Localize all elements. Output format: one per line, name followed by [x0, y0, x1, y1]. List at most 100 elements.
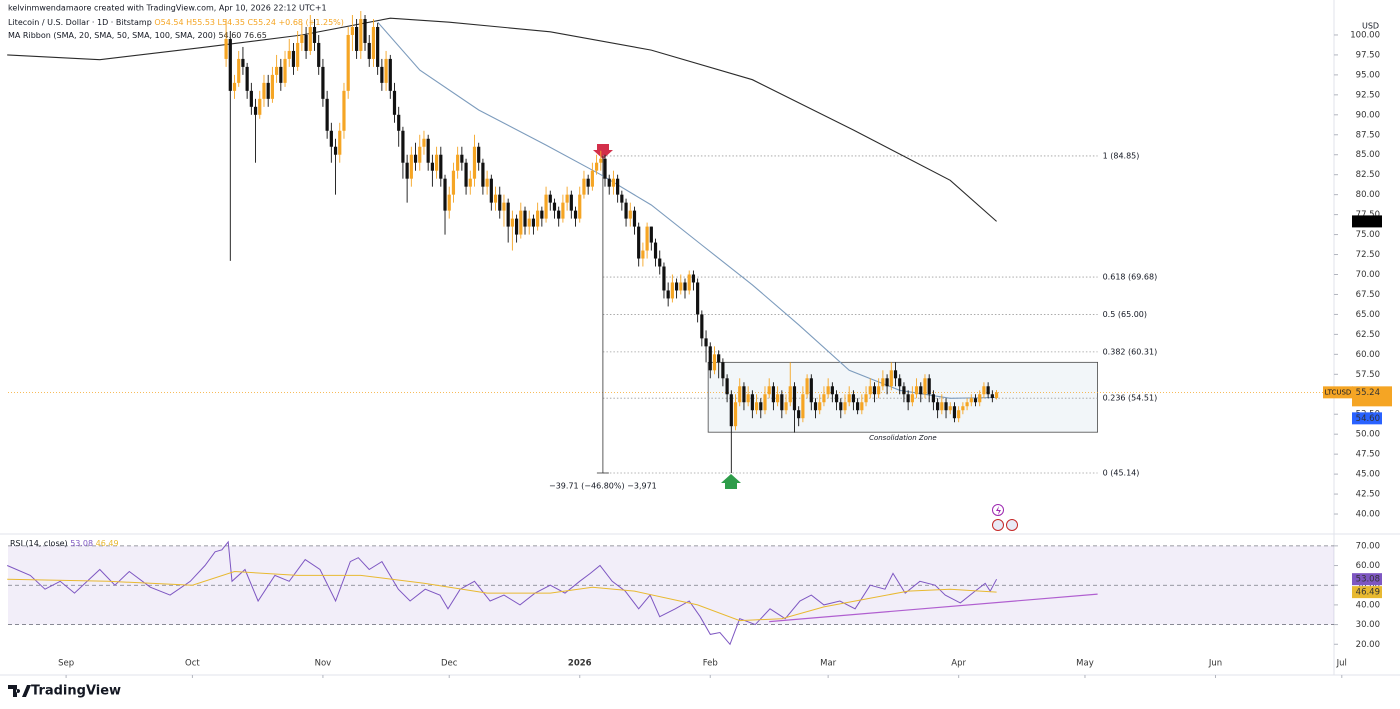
candle-body	[805, 378, 809, 395]
candle-body	[371, 26, 376, 59]
candle-body	[952, 406, 957, 419]
x-tick-label: Feb	[703, 659, 718, 669]
candle-body	[388, 58, 392, 91]
candle-body	[413, 154, 418, 163]
candle-body	[948, 406, 952, 411]
candle-body	[270, 74, 274, 99]
candle-body	[834, 394, 839, 403]
x-tick-label: Jun	[1208, 659, 1222, 669]
candle-body	[914, 386, 919, 395]
candle-body	[957, 410, 961, 419]
candle-body	[300, 34, 304, 43]
candle-body	[557, 210, 561, 219]
candle-body	[759, 402, 763, 411]
candle-body	[228, 38, 232, 91]
x-tick-label: Mar	[820, 659, 837, 669]
credit: kelvinmwendamaore created with TradingVi…	[8, 4, 327, 13]
candle-body	[304, 34, 308, 51]
candle-body	[418, 146, 422, 163]
candle-body	[565, 194, 569, 203]
candle-body	[536, 210, 540, 227]
candle-body	[363, 18, 367, 43]
fib-label: 0.618 (69.68)	[1103, 273, 1158, 282]
candle-body	[860, 402, 864, 411]
candle-body	[898, 378, 902, 387]
candle-body	[493, 194, 498, 203]
y-tick-label: 62.50	[1356, 330, 1380, 340]
y-tick-label: 57.50	[1356, 370, 1380, 380]
candle-body	[573, 210, 578, 219]
candle-body	[527, 218, 531, 227]
candle-body	[725, 378, 729, 395]
candle-body	[611, 178, 616, 187]
candle-body	[616, 178, 620, 195]
y-tick-label: 20.00	[1356, 640, 1380, 650]
candle-body	[822, 394, 826, 403]
candle-body	[931, 394, 935, 403]
candle-body	[405, 162, 409, 179]
candle-body	[763, 394, 767, 411]
candle-body	[262, 82, 266, 99]
y-tick-label: 70.00	[1356, 541, 1380, 551]
candle-body	[994, 392, 999, 398]
event-flag[interactable]	[1006, 519, 1018, 531]
candle-body	[325, 98, 329, 131]
candle-body	[237, 58, 241, 83]
candle-body	[502, 202, 506, 211]
candle-body	[266, 82, 270, 99]
candle-body	[224, 38, 228, 59]
moving-average	[7, 17, 997, 222]
rsi-pane: 20.00 30.00 40.00 50.00 60.00 70.00 Sep Oct Nov D…	[7, 539, 1382, 678]
candle-body	[885, 378, 889, 387]
candle-body	[329, 130, 333, 147]
candle-body	[632, 210, 637, 227]
candle-body	[367, 42, 371, 59]
y-tick-label: 97.50	[1356, 50, 1380, 60]
symbol-legend: Litecoin / U.S. Dollar · 1D · Bitstamp	[8, 18, 152, 27]
candle-body	[797, 410, 801, 419]
candle-body	[881, 378, 885, 387]
candle-body	[944, 402, 948, 411]
candle-body	[603, 158, 607, 179]
rsi-legend: RSI (14, close) 53.08 46.49	[10, 539, 119, 548]
candle-body	[910, 394, 914, 403]
x-tick-label: Oct	[185, 659, 200, 669]
candle-body	[397, 114, 401, 131]
measure-label: −39.71 (−46.80%) −3,971	[549, 481, 657, 490]
candle-body	[691, 274, 696, 283]
candle-body	[384, 58, 388, 83]
candle-body	[439, 154, 443, 179]
candle-body	[637, 226, 641, 259]
candle-body	[287, 50, 291, 59]
candle-body	[279, 66, 283, 83]
candle-body	[969, 398, 973, 403]
y-tick-label: 75.00	[1356, 230, 1380, 240]
y-tick-label: 50.00	[1356, 581, 1380, 591]
y-tick-label: 47.50	[1356, 450, 1380, 460]
x-tick-label: Jul	[1336, 659, 1347, 669]
candle-body	[792, 386, 797, 411]
candle-body	[561, 202, 565, 219]
y-tick-label: 40.00	[1356, 510, 1380, 520]
candle-body	[683, 282, 687, 291]
candle-body	[380, 66, 384, 83]
x-tick-label: May	[1076, 659, 1094, 669]
candle-body	[826, 386, 830, 395]
candle-body	[700, 314, 704, 339]
candle-body	[514, 218, 519, 235]
candle-body	[856, 402, 860, 411]
symbol-box	[1323, 386, 1353, 399]
legend: Litecoin / U.S. Dollar · 1D · Bitstamp O…	[8, 18, 344, 27]
candle-body	[338, 130, 342, 155]
candle-body	[599, 158, 603, 163]
candle-body	[258, 98, 262, 115]
candle-body	[843, 402, 847, 411]
event-icon-bolt	[996, 506, 1001, 515]
y-tick-label: 77.50	[1356, 210, 1380, 220]
x-tick-label: Sep	[58, 659, 74, 669]
event-flag[interactable]	[992, 519, 1004, 531]
candle-body	[434, 154, 439, 171]
rsi-value-label: 53.08	[1356, 575, 1380, 585]
price-label-box	[1352, 215, 1382, 228]
